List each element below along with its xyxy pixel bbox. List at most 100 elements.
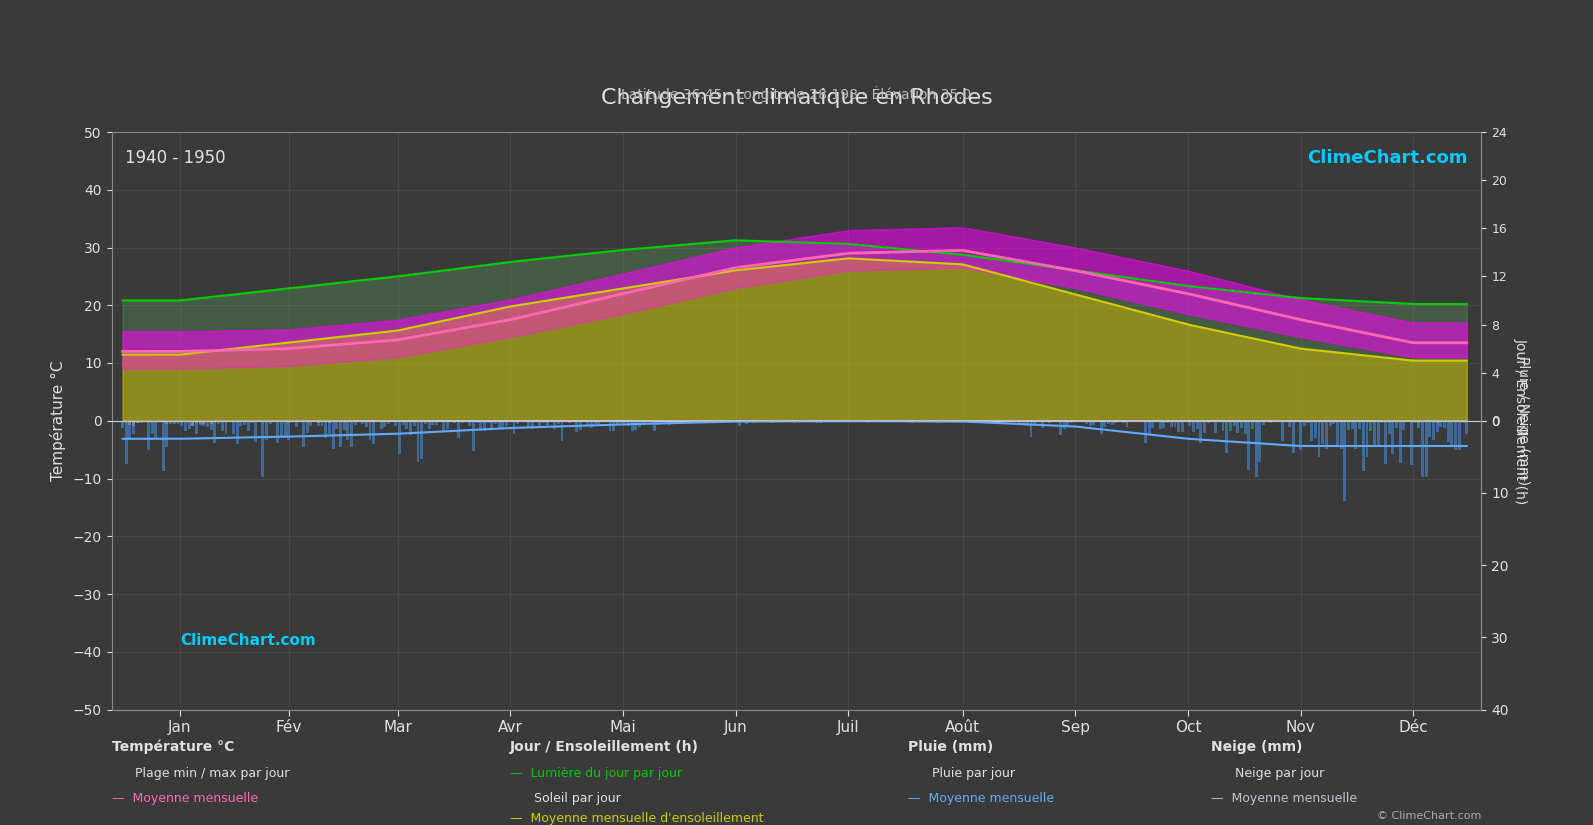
Bar (575, 421, 578, 432)
Bar (569, 421, 570, 422)
Bar (1152, 421, 1155, 428)
Bar (465, 421, 467, 422)
Bar (1045, 421, 1047, 422)
Bar (1144, 421, 1147, 443)
Bar (1284, 421, 1287, 422)
Bar (129, 421, 132, 425)
Bar (715, 421, 718, 422)
Bar (771, 421, 774, 422)
Bar (413, 421, 416, 426)
Bar (357, 421, 360, 422)
Bar (1451, 421, 1453, 447)
Bar (1337, 421, 1340, 445)
Bar (298, 421, 301, 422)
Bar (1354, 421, 1357, 449)
Bar (460, 421, 464, 422)
Bar (1365, 421, 1368, 457)
Bar (132, 421, 135, 434)
Bar (379, 421, 382, 429)
Bar (597, 421, 601, 424)
Bar (1351, 421, 1354, 429)
Bar (1099, 421, 1102, 434)
Text: ClimeChart.com: ClimeChart.com (180, 633, 315, 648)
Bar (922, 421, 926, 422)
Bar (1244, 421, 1247, 435)
Bar (1429, 421, 1431, 422)
Bar (1192, 421, 1195, 432)
Bar (583, 421, 586, 422)
Bar (1115, 421, 1117, 423)
Bar (121, 421, 124, 427)
Bar (261, 421, 264, 477)
Bar (180, 421, 183, 426)
Bar (631, 421, 634, 431)
Bar (236, 421, 239, 444)
Bar (1225, 421, 1228, 453)
Bar (1174, 421, 1177, 427)
Bar (314, 421, 315, 422)
Bar (1239, 421, 1243, 428)
Bar (623, 421, 626, 422)
Bar (1461, 421, 1464, 422)
Bar (1418, 421, 1421, 423)
Bar (782, 421, 785, 422)
Bar (210, 421, 213, 424)
Bar (491, 421, 494, 430)
Text: Neige par jour: Neige par jour (1235, 767, 1324, 780)
Bar (194, 421, 198, 435)
Bar (601, 421, 604, 422)
Bar (253, 421, 256, 442)
Bar (427, 421, 430, 429)
Bar (191, 421, 194, 426)
Bar (298, 421, 301, 422)
Bar (233, 421, 234, 434)
Bar (867, 421, 870, 423)
Bar (516, 421, 519, 423)
Bar (221, 421, 223, 431)
Bar (1207, 421, 1209, 422)
Bar (284, 421, 287, 438)
Bar (424, 421, 427, 424)
Bar (1026, 421, 1029, 427)
Bar (1096, 421, 1099, 422)
Bar (199, 421, 202, 425)
Bar (169, 421, 172, 424)
Bar (937, 421, 940, 422)
Bar (558, 421, 559, 424)
Text: —  Moyenne mensuelle d'ensoleillement: — Moyenne mensuelle d'ensoleillement (510, 812, 763, 825)
Bar (616, 421, 620, 425)
Bar (1376, 421, 1380, 447)
Bar (709, 421, 710, 422)
Bar (303, 421, 304, 446)
Bar (446, 421, 449, 429)
Bar (1332, 421, 1335, 424)
Bar (1461, 421, 1464, 422)
Bar (183, 421, 186, 422)
Bar (738, 421, 741, 426)
Bar (194, 421, 198, 423)
Bar (1107, 421, 1110, 424)
Bar (199, 421, 202, 423)
Bar (1155, 421, 1158, 422)
Bar (704, 421, 707, 422)
Text: Jour / Ensoleillement (h): Jour / Ensoleillement (h) (510, 740, 699, 754)
Bar (1228, 421, 1231, 431)
Bar (177, 421, 180, 424)
Bar (151, 421, 153, 434)
Bar (816, 421, 819, 422)
Bar (519, 421, 523, 422)
Bar (763, 421, 766, 422)
Title: Changement climatique en Rhodes: Changement climatique en Rhodes (601, 88, 992, 108)
Bar (373, 421, 376, 444)
Bar (1158, 421, 1161, 428)
Bar (457, 421, 460, 438)
Bar (124, 421, 127, 464)
Bar (202, 421, 205, 426)
Bar (295, 421, 298, 427)
Bar (217, 421, 220, 424)
Text: © ClimeChart.com: © ClimeChart.com (1376, 811, 1481, 821)
Bar (172, 421, 175, 422)
Bar (589, 421, 593, 428)
Bar (183, 421, 186, 431)
Text: —  Moyenne mensuelle: — Moyenne mensuelle (112, 792, 258, 805)
